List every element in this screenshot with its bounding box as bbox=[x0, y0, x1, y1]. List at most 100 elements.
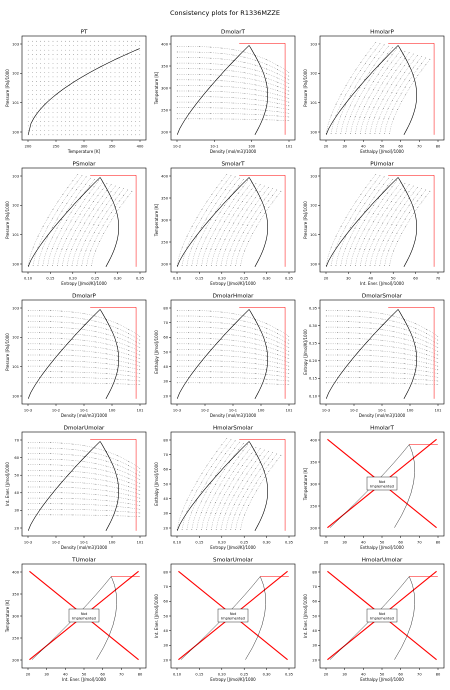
point bbox=[374, 189, 375, 191]
point bbox=[139, 468, 141, 469]
point bbox=[206, 201, 208, 203]
isoline bbox=[330, 175, 381, 266]
point bbox=[48, 121, 50, 122]
isoline bbox=[28, 453, 140, 476]
isoline bbox=[186, 440, 236, 530]
point bbox=[50, 481, 51, 482]
saturation-curve bbox=[245, 576, 266, 660]
y-tick-label: 200 bbox=[161, 130, 169, 134]
point bbox=[288, 339, 290, 341]
point bbox=[233, 231, 235, 232]
point bbox=[237, 464, 239, 465]
point bbox=[44, 54, 46, 55]
point bbox=[348, 365, 349, 367]
point bbox=[330, 247, 332, 248]
point bbox=[233, 495, 235, 496]
point bbox=[127, 72, 128, 73]
point bbox=[386, 215, 388, 217]
point bbox=[266, 96, 267, 97]
point bbox=[255, 104, 256, 105]
point bbox=[404, 333, 405, 335]
x-tick-label: 30 bbox=[342, 541, 347, 545]
y-tick-label: 350 bbox=[310, 460, 318, 464]
isoline bbox=[177, 321, 289, 344]
point bbox=[221, 69, 223, 71]
point bbox=[122, 112, 124, 113]
point bbox=[66, 195, 68, 196]
x-tick-label: 0.30 bbox=[114, 277, 123, 281]
point bbox=[266, 355, 267, 357]
point bbox=[221, 344, 223, 346]
point bbox=[255, 74, 256, 76]
x-tick-label: 0.15 bbox=[46, 277, 54, 281]
point bbox=[210, 248, 212, 250]
point bbox=[233, 222, 235, 224]
point bbox=[77, 67, 79, 69]
point bbox=[404, 353, 405, 355]
point bbox=[246, 481, 248, 482]
point bbox=[421, 63, 422, 64]
point bbox=[110, 58, 112, 60]
x-tick-label: 50 bbox=[391, 277, 396, 281]
point bbox=[50, 326, 51, 328]
point bbox=[234, 440, 236, 442]
point bbox=[392, 232, 393, 233]
point bbox=[89, 45, 91, 46]
point bbox=[89, 134, 91, 136]
point bbox=[215, 492, 216, 494]
y-tick-label: 0.15 bbox=[309, 377, 317, 381]
point bbox=[354, 116, 356, 118]
y-tick-label: 102 bbox=[310, 204, 317, 208]
point bbox=[201, 237, 202, 238]
point bbox=[139, 362, 141, 363]
point bbox=[90, 250, 92, 251]
point bbox=[415, 351, 416, 352]
x-tick-label: 0.15 bbox=[195, 673, 203, 677]
point bbox=[238, 456, 239, 458]
point bbox=[404, 183, 406, 184]
not-implemented-label: Not bbox=[379, 480, 386, 484]
point bbox=[417, 187, 418, 188]
point bbox=[61, 486, 62, 488]
point bbox=[106, 112, 108, 113]
point bbox=[36, 85, 37, 87]
y-tick-label: 300 bbox=[161, 218, 169, 222]
point bbox=[56, 121, 58, 122]
point bbox=[44, 40, 46, 42]
point bbox=[382, 99, 384, 100]
point bbox=[94, 76, 95, 78]
point bbox=[243, 496, 244, 497]
point bbox=[81, 175, 83, 176]
y-tick-label: 100 bbox=[310, 130, 318, 134]
point bbox=[56, 94, 58, 95]
point bbox=[373, 197, 375, 198]
saturation-curve-liquid bbox=[27, 309, 101, 399]
x-tick-label: 0.25 bbox=[91, 277, 99, 281]
point bbox=[128, 375, 129, 377]
y-tick-label: 102 bbox=[12, 336, 19, 340]
point bbox=[139, 475, 141, 477]
point bbox=[89, 94, 91, 95]
point bbox=[221, 75, 223, 76]
point bbox=[48, 103, 50, 104]
y-tick-label: 300 bbox=[12, 614, 20, 618]
isoline bbox=[326, 343, 438, 359]
point bbox=[89, 85, 91, 87]
point bbox=[386, 68, 388, 69]
point bbox=[48, 89, 50, 91]
point bbox=[128, 379, 129, 381]
x-tick-label: 10-1 bbox=[80, 409, 88, 413]
saturation-curve-vapor bbox=[99, 441, 119, 531]
point bbox=[199, 101, 200, 103]
y-tick-label: 60 bbox=[163, 600, 168, 604]
point bbox=[50, 470, 51, 471]
point bbox=[118, 49, 120, 51]
point bbox=[69, 107, 70, 109]
point bbox=[255, 368, 256, 369]
point bbox=[368, 229, 370, 231]
point bbox=[73, 116, 74, 118]
isoline bbox=[28, 377, 140, 382]
x-tick-label: 30 bbox=[346, 277, 351, 281]
point bbox=[396, 92, 397, 94]
